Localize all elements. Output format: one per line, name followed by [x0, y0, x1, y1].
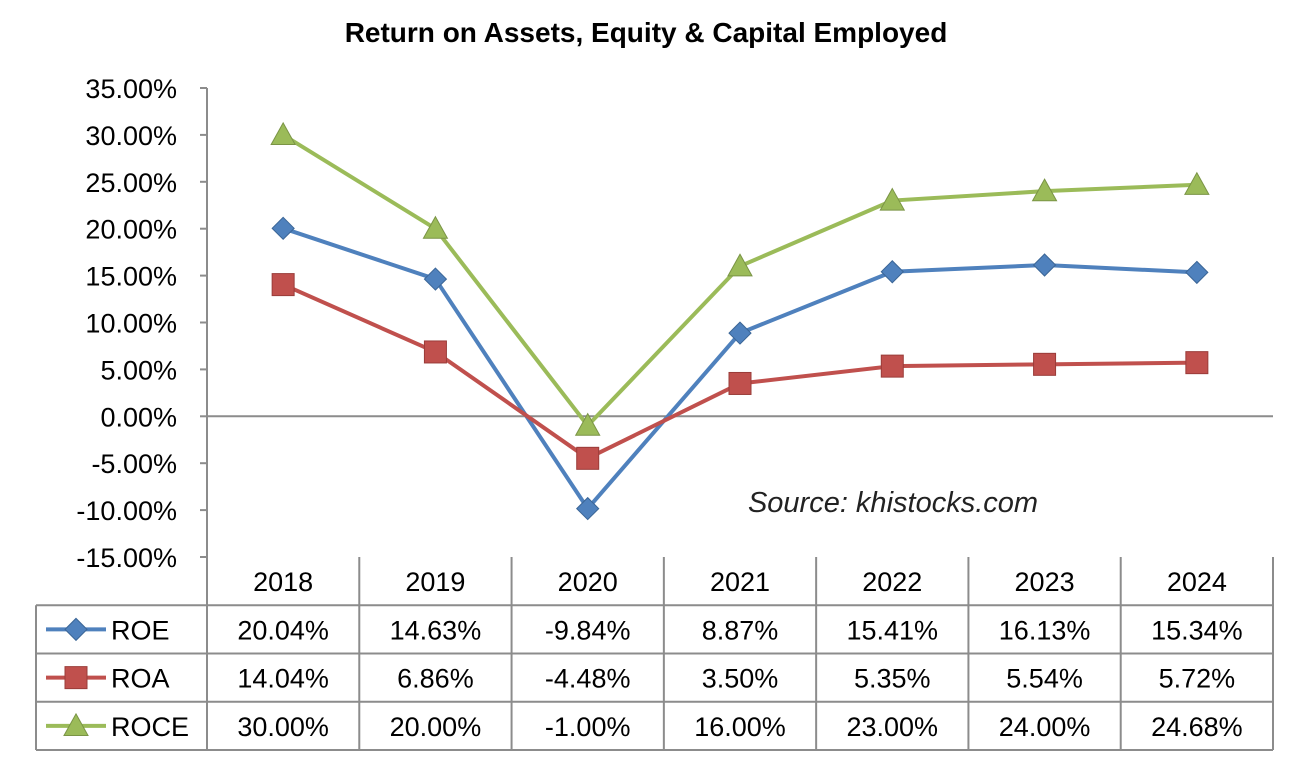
y-tick-label: -5.00%	[91, 449, 177, 479]
y-tick-label: -10.00%	[76, 496, 177, 526]
data-point-roa	[1185, 351, 1209, 375]
data-point-roce	[1184, 171, 1210, 195]
data-point-roce	[270, 121, 296, 145]
data-point-roe	[880, 260, 904, 284]
data-point-roa	[576, 446, 600, 470]
data-label: 3.50%	[702, 664, 779, 694]
data-label: -1.00%	[545, 712, 631, 742]
y-tick-label: 35.00%	[85, 74, 177, 104]
legend-entry-roe: ROE	[46, 615, 170, 645]
axes: 35.00% 30.00% 25.00% 20.00% 15.00% 10.00% 5.00…	[76, 74, 1273, 573]
data-label: 15.41%	[846, 615, 938, 645]
y-tick-label: 20.00%	[85, 215, 177, 245]
x-tick-label: 2024	[1167, 567, 1227, 597]
data-point-roa	[880, 354, 904, 378]
data-point-roce	[574, 412, 601, 436]
data-table: 2018 2019 2020 2021 2022 2023 2024 ROE 20.04% 14.…	[35, 557, 1274, 751]
data-label: 23.00%	[846, 712, 938, 742]
y-tick-label: -15.00%	[76, 543, 177, 573]
data-label: 20.00%	[390, 712, 482, 742]
legend-marker	[64, 617, 88, 642]
x-tick-label: 2018	[253, 567, 313, 597]
data-label: 20.04%	[237, 615, 329, 645]
source-annotation: Source: khistocks.com	[748, 487, 1038, 519]
data-point-roce	[879, 187, 906, 211]
data-point-roe	[1185, 260, 1209, 285]
data-point-roa	[728, 371, 752, 395]
x-tick-label: 2023	[1015, 567, 1075, 597]
data-point-roce	[422, 215, 449, 239]
y-tick-label: 30.00%	[85, 121, 177, 151]
y-tick-label: 15.00%	[85, 262, 177, 292]
data-point-roce	[1031, 178, 1058, 202]
legend-label: ROE	[111, 615, 170, 645]
data-label: -9.84%	[545, 615, 631, 645]
data-label: 6.86%	[397, 664, 474, 694]
legend-label: ROCE	[111, 712, 189, 742]
data-point-roe	[1032, 253, 1057, 277]
chart-title: Return on Assets, Equity & Capital Emplo…	[345, 17, 948, 48]
data-label: 14.63%	[390, 615, 482, 645]
data-label: 16.13%	[999, 615, 1091, 645]
y-tick-label: 25.00%	[85, 168, 177, 198]
x-tick-label: 2022	[862, 567, 922, 597]
series-roa	[271, 273, 1209, 470]
series-line-roa	[282, 282, 1197, 461]
x-tick-label: 2019	[405, 567, 465, 597]
data-label: 30.00%	[237, 712, 329, 742]
y-tick-label: 5.00%	[100, 355, 177, 385]
y-tick-label: 0.00%	[100, 402, 177, 432]
data-label: 24.68%	[1151, 712, 1243, 742]
x-tick-label: 2021	[710, 567, 770, 597]
data-label: 5.54%	[1006, 664, 1083, 694]
data-point-roe	[728, 321, 752, 345]
series-roe	[271, 216, 1209, 521]
data-point-roe	[271, 216, 295, 241]
data-point-roa	[423, 340, 447, 364]
series-roce	[270, 121, 1210, 436]
data-label: -4.48%	[545, 664, 631, 694]
legend-marker	[63, 712, 89, 736]
data-point-roce	[727, 253, 753, 277]
data-label: 16.00%	[694, 712, 786, 742]
data-label: 14.04%	[237, 664, 329, 694]
data-point-roa	[1033, 352, 1057, 376]
x-tick-label: 2020	[558, 567, 618, 597]
data-point-roe	[423, 267, 448, 291]
data-point-roe	[576, 496, 600, 521]
data-point-roa	[271, 273, 295, 297]
legend-entry-roa: ROA	[46, 664, 170, 694]
legend-entry-roce: ROCE	[46, 712, 189, 742]
data-label: 24.00%	[999, 712, 1091, 742]
y-tick-label: 10.00%	[85, 309, 177, 339]
data-label: 15.34%	[1151, 615, 1243, 645]
data-label: 5.35%	[854, 664, 931, 694]
data-label: 5.72%	[1159, 664, 1236, 694]
series-group	[270, 121, 1210, 521]
legend-label: ROA	[111, 664, 170, 694]
data-label: 8.87%	[702, 615, 779, 645]
legend-marker	[64, 666, 88, 690]
